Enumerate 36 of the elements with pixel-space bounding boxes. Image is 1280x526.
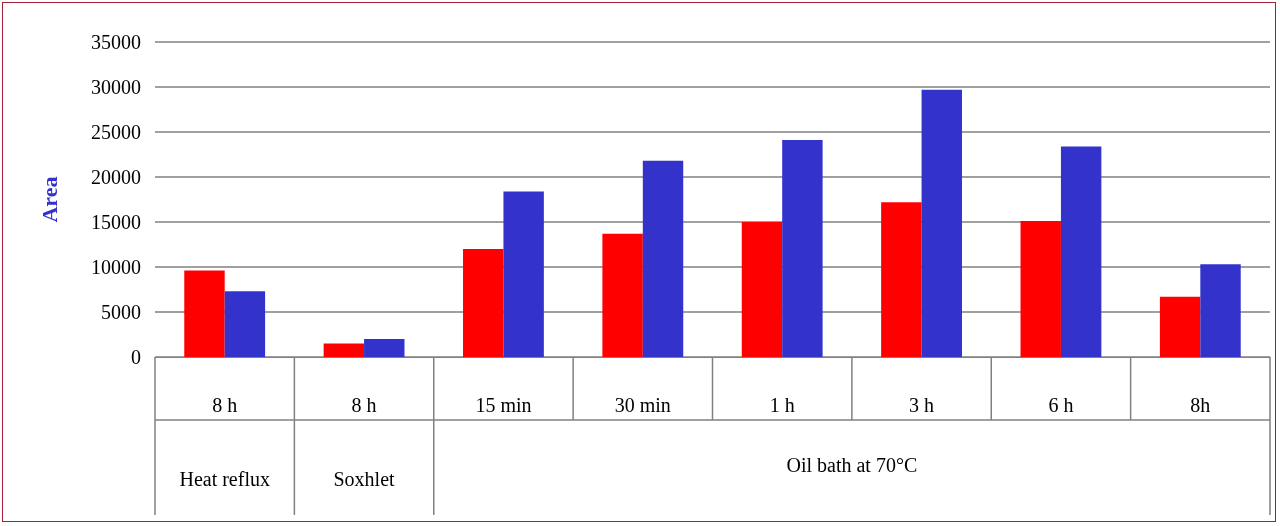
bar [782,140,823,357]
bar [1200,264,1241,357]
bar [881,202,922,357]
bar [224,291,266,357]
bar [921,89,962,357]
y-tick-label: 10000 [91,256,141,278]
x-tick-label: 30 min [614,394,671,416]
y-axis-title: Area [36,176,62,223]
y-tick-label: 0 [131,346,141,368]
text: Oil bath at 70°C [786,454,918,476]
text: Soxhlet [333,468,396,490]
bar [602,233,643,357]
bar [463,249,504,357]
x-tick-label: 3 h [909,394,935,416]
x-tick-label: 15 min [475,394,532,416]
y-tick-label: 5000 [101,301,141,323]
bar [503,191,544,357]
y-tick-label: 15000 [91,211,141,233]
bar [184,270,225,357]
y-tick-label: 20000 [91,166,141,188]
bar [364,339,405,357]
x-tick-label: 8h [1190,394,1211,416]
bar [1060,146,1102,357]
x-tick-label: 8 h [212,394,238,416]
bar [1020,221,1061,357]
y-tick-label: 25000 [91,121,141,143]
x-tick-label: 8 h [351,394,377,416]
y-tick-label: 30000 [91,76,141,98]
bar [741,222,783,357]
x-tick-label: 6 h [1048,394,1074,416]
bar [323,343,365,357]
x-tick-label: 1 h [769,394,795,416]
text: Heat reflux [179,468,270,490]
bar [1159,296,1201,357]
bar [642,160,684,357]
y-tick-label: 35000 [91,31,141,53]
